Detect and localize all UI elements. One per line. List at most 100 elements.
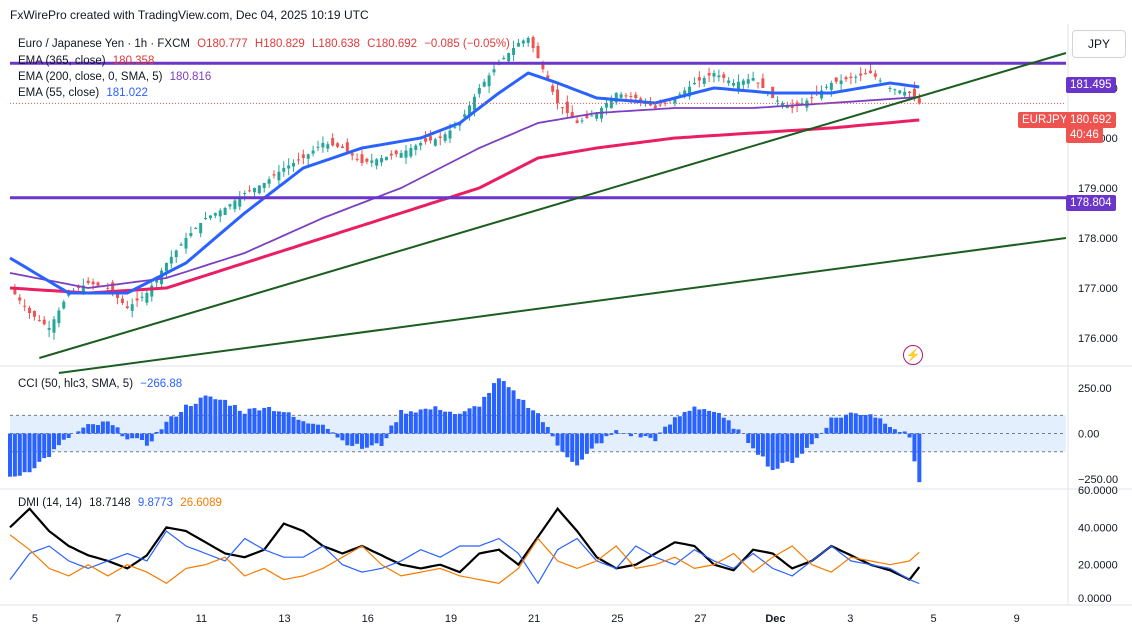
candle-body — [878, 80, 882, 82]
candle-body — [556, 89, 560, 103]
cci-bar — [47, 433, 52, 457]
cci-bar — [443, 411, 448, 434]
candle-body — [404, 150, 408, 158]
cci-bar — [423, 408, 428, 434]
cci-bar — [902, 431, 907, 434]
trendline — [39, 52, 1067, 359]
ema55-legend[interactable]: EMA (55, close) 181.022 — [18, 87, 152, 99]
ema55-value: 181.022 — [106, 87, 148, 99]
cci-bar — [570, 433, 575, 462]
candle-body — [468, 105, 472, 117]
cci-bar — [770, 433, 775, 471]
cci-bar — [521, 399, 526, 434]
candle-body — [116, 293, 120, 298]
cci-bar — [325, 428, 330, 434]
dmi-legend[interactable]: DMI (14, 14) 18.7148 9.8773 26.6089 — [18, 497, 226, 509]
candle-body — [453, 126, 457, 128]
cci-bar — [281, 412, 286, 434]
cci-bar — [384, 433, 389, 439]
candle-body — [795, 102, 799, 106]
cci-bar — [638, 433, 643, 438]
cci-bar — [584, 433, 589, 454]
candle-body — [184, 238, 188, 249]
cci-bar — [809, 433, 814, 445]
candle-body — [834, 77, 838, 82]
cci-bar — [863, 414, 868, 434]
cci-bar — [858, 415, 863, 434]
ema365-legend[interactable]: EMA (365, close) 180.358 — [18, 55, 158, 67]
cci-bar — [100, 421, 105, 434]
time-axis-tick: 3 — [847, 613, 853, 625]
cci-bar — [677, 416, 682, 434]
cci-bar — [839, 417, 844, 434]
cci-bar — [135, 433, 140, 439]
candle-body — [277, 171, 281, 181]
ema200-legend[interactable]: EMA (200, close, 0, SMA, 5) 180.816 — [18, 71, 215, 83]
candle-body — [155, 278, 159, 283]
cci-bar — [115, 427, 120, 434]
cci-bar — [369, 433, 374, 446]
cci-bar — [550, 433, 555, 437]
candle-body — [570, 112, 574, 118]
cci-bar — [892, 429, 897, 434]
cci-bar — [682, 411, 687, 434]
cci-bar — [648, 433, 653, 438]
candle-body — [683, 90, 687, 95]
candle-body — [712, 73, 716, 77]
cci-bar — [316, 424, 320, 434]
cci-bar — [692, 406, 697, 434]
time-axis-tick: 21 — [528, 613, 540, 625]
cci-bar — [760, 433, 765, 457]
candle-body — [120, 298, 124, 303]
candle-body — [585, 114, 589, 118]
cci-bar — [878, 418, 883, 434]
cci-bar — [306, 423, 311, 434]
candle-body — [223, 208, 227, 216]
symbol-legend: Euro / Japanese Yen · 1h · FXCM O180.777… — [18, 38, 514, 50]
cci-bar — [712, 411, 716, 434]
cci-bar — [22, 433, 27, 473]
cci-bar — [658, 432, 663, 434]
ema55-label: EMA (55, close) — [18, 87, 100, 99]
cci-bar — [565, 433, 570, 458]
candle-body — [145, 293, 149, 303]
cci-bar — [599, 433, 604, 444]
lightning-icon[interactable]: ⚡ — [903, 345, 923, 365]
candle-body — [336, 143, 340, 147]
candle-body — [306, 154, 310, 159]
cci-bar — [868, 414, 873, 434]
cci-bar — [653, 433, 658, 442]
time-axis-tick: 11 — [196, 613, 207, 625]
trendline — [58, 237, 1067, 374]
candle-body — [194, 228, 198, 229]
candle-body — [164, 263, 168, 272]
cci-bar — [228, 405, 232, 434]
candle-body — [248, 190, 252, 192]
candle-body — [624, 95, 628, 97]
candle-body — [717, 75, 721, 78]
cci-bar — [66, 433, 71, 438]
candle-body — [316, 146, 320, 148]
cci-bar — [614, 430, 619, 434]
cci-bar — [130, 433, 135, 439]
cci-bar — [340, 433, 345, 441]
ema365-line — [9, 118, 920, 295]
ohlc-open: O180.777 — [197, 38, 248, 50]
currency-button[interactable]: JPY — [1072, 30, 1126, 58]
candle-body — [389, 153, 393, 156]
cci-bar — [428, 409, 433, 434]
cci-legend[interactable]: CCI (50, hlc3, SMA, 5) −266.88 — [18, 378, 186, 390]
cci-bar — [267, 407, 272, 434]
plus-di-value: 9.8773 — [137, 497, 174, 509]
candle-body — [57, 310, 61, 324]
cci-axis-tick: 0.00 — [1078, 429, 1099, 441]
cci-bar — [844, 414, 848, 434]
cci-bar — [218, 399, 223, 434]
minus-di-line — [9, 534, 920, 585]
candle-body — [903, 91, 907, 96]
cci-bar — [790, 433, 795, 463]
candle-body — [917, 98, 921, 104]
cci-bar — [883, 423, 888, 434]
time-axis-tick: 13 — [278, 613, 290, 625]
